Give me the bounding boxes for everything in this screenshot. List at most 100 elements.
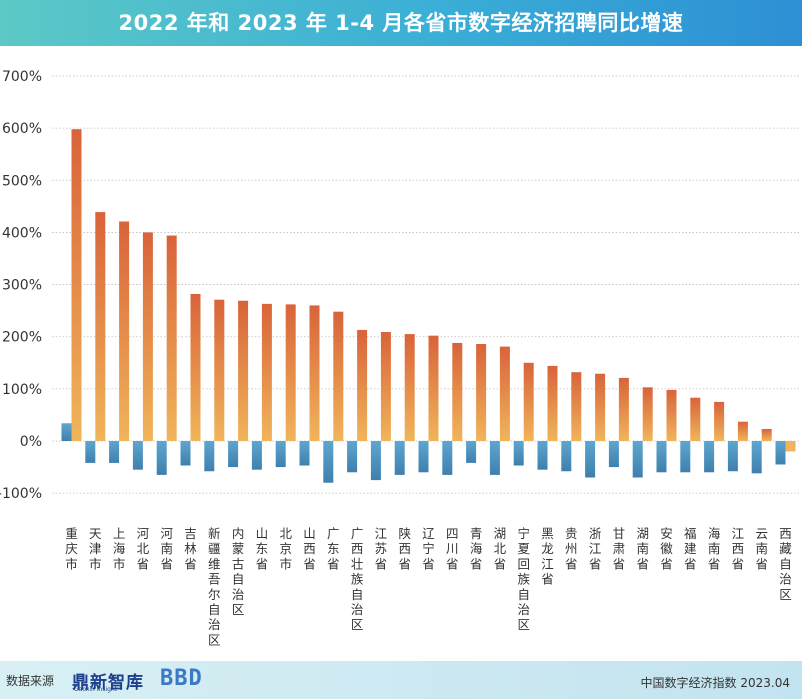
bar-2023 [523, 362, 534, 441]
bar-2023 [666, 389, 677, 441]
bar-2022 [608, 441, 619, 468]
bar-2023 [190, 293, 201, 441]
x-tick-label: 新疆维吾尔自治区 [208, 526, 221, 647]
x-tick-label: 辽宁省 [422, 526, 435, 571]
bar-2022 [632, 441, 643, 478]
y-tick-label: 700% [2, 69, 42, 85]
bar-2022 [61, 423, 72, 441]
bar-2022 [394, 441, 405, 475]
bar-2023 [547, 365, 558, 441]
bar-2023 [166, 235, 177, 441]
bar-2023 [285, 304, 296, 441]
data-source-label: 数据来源 [6, 674, 55, 688]
y-tick-label: 200% [2, 330, 42, 346]
publisher-logo: 鼎新智库 [72, 673, 144, 693]
bars [61, 129, 796, 483]
bar-2023 [238, 300, 249, 441]
bar-2022 [561, 441, 572, 472]
bar-2023 [571, 372, 582, 441]
bar-2023 [261, 303, 272, 441]
x-tick-label: 陕西省 [398, 526, 411, 571]
x-tick-label: 重庆市 [65, 526, 78, 571]
bar-2022 [251, 441, 262, 470]
x-tick-label: 吉林省 [184, 526, 197, 571]
bar-2022 [775, 441, 786, 465]
bar-2023 [71, 129, 82, 441]
y-tick-label: 400% [2, 225, 42, 241]
x-tick-label: 湖南省 [636, 526, 649, 571]
grid-lines [52, 75, 800, 494]
index-note: 中国数字经济指数 2023.04 [640, 676, 790, 690]
y-tick-label: 100% [2, 382, 42, 398]
x-tick-label: 北京市 [279, 526, 292, 571]
bar-2022 [180, 441, 191, 466]
bar-2022 [299, 441, 310, 466]
x-tick-label: 山东省 [256, 526, 269, 571]
x-tick-label: 福建省 [684, 526, 697, 571]
footer-bar [0, 661, 802, 699]
x-tick-label: 宁夏回族自治区 [517, 526, 530, 632]
bar-2022 [466, 441, 477, 463]
bar-2023 [618, 377, 629, 441]
bar-2023 [714, 401, 725, 441]
x-tick-label: 浙江省 [589, 526, 602, 571]
x-tick-label: 山西省 [303, 526, 316, 571]
bar-2023 [595, 373, 606, 441]
bar-2022 [109, 441, 120, 463]
bar-2023 [214, 299, 225, 441]
bar-2023 [642, 387, 653, 441]
bar-2022 [323, 441, 334, 483]
chart-title: 2022 年和 2023 年 1-4 月各省市数字经济招聘同比增速 [118, 11, 684, 35]
x-tick-label: 甘肃省 [613, 526, 626, 571]
y-tick-label: 0% [20, 434, 42, 450]
bar-2022 [204, 441, 215, 472]
x-tick-label: 河北省 [137, 526, 150, 571]
y-tick-label: 300% [2, 278, 42, 294]
bar-2023 [142, 232, 153, 441]
bar-2022 [489, 441, 500, 475]
bar-2023 [761, 429, 772, 441]
bar-2022 [442, 441, 453, 475]
bar-2023 [357, 329, 368, 441]
bar-2023 [333, 311, 344, 441]
bar-2023 [309, 305, 320, 441]
bar-2022 [656, 441, 667, 473]
x-tick-label: 安徽省 [660, 526, 673, 571]
bar-2023 [476, 344, 487, 441]
bar-2022 [727, 441, 738, 472]
bar-2022 [680, 441, 691, 473]
bar-2023 [785, 441, 796, 452]
x-tick-label: 广东省 [327, 526, 340, 571]
title-bar [0, 0, 802, 46]
y-tick-label: 500% [2, 173, 42, 189]
x-tick-label: 四川省 [446, 526, 459, 571]
bar-2023 [452, 342, 463, 441]
bbd-logo: BBD [160, 666, 203, 691]
bar-2023 [499, 346, 510, 441]
bar-2022 [132, 441, 143, 470]
bar-2023 [380, 332, 391, 441]
x-tick-label: 西藏自治区 [779, 526, 792, 602]
bar-chart: -100% 0% 100% 200% 300% 400% 500% 600% 700% 重庆市天… [0, 69, 800, 647]
bar-2022 [751, 441, 762, 474]
bar-2022 [228, 441, 239, 468]
bar-2022 [418, 441, 429, 473]
bar-2022 [85, 441, 96, 463]
y-axis-ticks: -100% 0% 100% 200% 300% 400% 500% 600% 700% [0, 69, 42, 502]
x-tick-label: 云南省 [755, 526, 768, 571]
bar-2022 [704, 441, 715, 473]
y-tick-label: -100% [0, 486, 42, 502]
x-tick-label: 贵州省 [565, 526, 578, 571]
x-tick-label: 广西壮族自治区 [351, 526, 364, 632]
x-tick-label: 青海省 [470, 526, 483, 571]
bar-2023 [404, 334, 415, 441]
bar-2023 [690, 397, 701, 441]
x-tick-label: 黑龙江省 [541, 526, 554, 587]
y-tick-label: 600% [2, 121, 42, 137]
x-tick-label: 河南省 [160, 526, 173, 571]
x-tick-label: 湖北省 [494, 526, 507, 571]
x-tick-label: 江西省 [732, 526, 745, 571]
bar-2022 [585, 441, 596, 478]
x-tick-label: 江苏省 [375, 526, 388, 571]
x-tick-label: 内蒙古自治区 [232, 526, 245, 617]
